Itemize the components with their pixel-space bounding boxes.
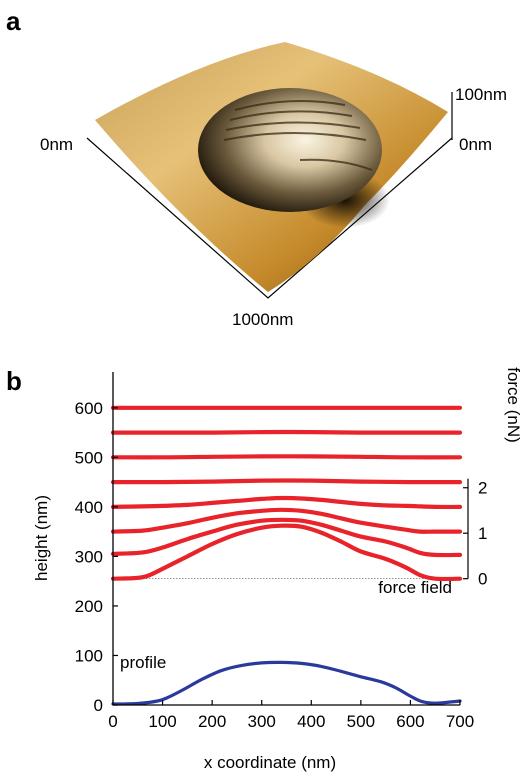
force-field-line-7: [110, 429, 463, 435]
force-field-line-6: [110, 454, 463, 460]
force-tick-label: 2: [478, 479, 487, 498]
force-axis-title: force (nN): [504, 367, 523, 443]
afm-surface: [86, 42, 453, 299]
x-tick-label: 600: [396, 712, 424, 731]
afm-dome: [198, 88, 382, 212]
y-tick-label: 200: [75, 597, 103, 616]
y-tick-label: 600: [75, 399, 103, 418]
force-field-line-1: [110, 523, 463, 582]
force-field-line-4: [110, 495, 463, 510]
afm-label-left: 0nm: [40, 135, 73, 154]
panel-a-letter: a: [6, 6, 21, 36]
y-axis-title: height (nm): [32, 495, 51, 581]
y-tick-label: 400: [75, 498, 103, 517]
force-tick-label: 0: [478, 570, 487, 589]
force-tick-label: 1: [478, 524, 487, 543]
force-field-line-3: [110, 507, 463, 534]
plot-area: [110, 405, 463, 706]
panel-b: b 0 100 200 300 400 500 600 700 0 100 200 300 400 500…: [6, 366, 523, 772]
afm-label-right-top: 100nm: [455, 85, 507, 104]
x-tick-label: 300: [248, 712, 276, 731]
force-field-line-2: [110, 517, 463, 558]
afm-ridges: [223, 100, 373, 171]
panel-b-letter: b: [6, 366, 22, 396]
afm-base-edges: [86, 137, 453, 299]
x-axis-title: x coordinate (nm): [204, 753, 336, 772]
profile-label: profile: [120, 653, 166, 672]
profile-line: [111, 660, 462, 706]
y-tick-label: 100: [75, 646, 103, 665]
x-tick-label: 200: [198, 712, 226, 731]
force-field-line-5: [110, 478, 463, 485]
x-tick-label: 100: [148, 712, 176, 731]
x-tick-label: 0: [108, 712, 117, 731]
y-tick-label: 500: [75, 448, 103, 467]
axes: 0 100 200 300 400 500 600 700 0 100 200 300 400 500 60…: [75, 372, 487, 731]
x-tick-label: 400: [297, 712, 325, 731]
afm-label-bottom: 1000nm: [232, 310, 293, 329]
force-field-label: force field: [378, 578, 452, 597]
x-tick-label: 500: [347, 712, 375, 731]
y-tick-label: 0: [94, 696, 103, 715]
x-tick-label: 700: [446, 712, 474, 731]
panel-a: a 0nm 100nm 0nm 1000nm: [6, 6, 507, 329]
afm-label-right-bottom: 0nm: [459, 135, 492, 154]
y-tick-label: 300: [75, 547, 103, 566]
